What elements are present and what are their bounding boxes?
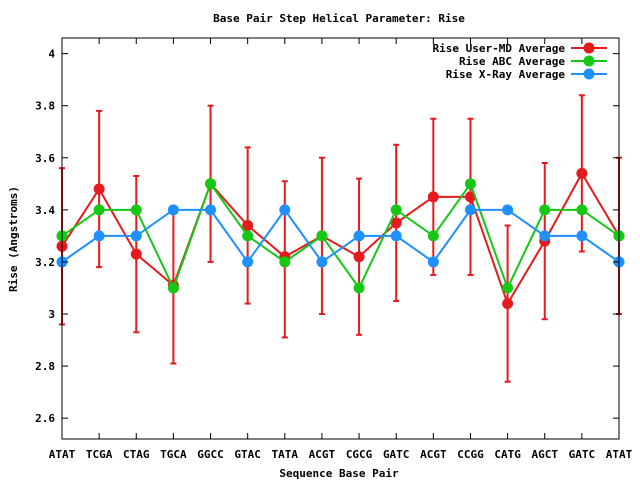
x-axis-title: Sequence Base Pair [279,467,399,480]
y-tick-label: 3.4 [35,204,55,217]
data-point [316,256,328,268]
data-point [205,204,217,216]
series-layer [56,167,625,310]
data-point [279,256,291,268]
x-tick-label: TGCA [160,448,187,461]
y-tick-label: 3.6 [35,152,55,165]
y-tick-label: 2.8 [35,360,55,373]
series-line [61,171,620,306]
x-tick-label: GATC [383,448,410,461]
legend-label: Rise ABC Average [459,55,565,68]
data-point [316,230,328,242]
data-point [464,178,476,190]
data-point [390,230,402,242]
data-point [390,204,402,216]
x-tick-label: CATG [494,448,521,461]
data-point [93,183,105,195]
x-tick-label: AGCT [531,448,558,461]
x-tick-label: CTAG [123,448,150,461]
legend-marker [583,68,595,80]
data-point [130,248,142,260]
x-tick-label: GATC [569,448,596,461]
y-axis-title: Rise (Angstroms) [7,186,20,292]
data-point [427,191,439,203]
data-point [539,204,551,216]
data-point [242,230,254,242]
data-point [353,251,365,263]
data-point [205,178,217,190]
data-point [353,230,365,242]
x-tick-label: TCGA [86,448,113,461]
series-3 [56,204,625,268]
data-point [576,167,588,179]
data-point [502,282,514,294]
x-axis: ATAT TCGA CTAG TGCA GGCC GTAC TATA ACGT CGCG GATC… [49,38,633,461]
y-tick-label: 2.6 [35,412,55,425]
data-point [539,230,551,242]
x-tick-label: GGCC [197,448,224,461]
data-point [130,204,142,216]
y-tick-label: 3.8 [35,100,55,113]
data-point [427,256,439,268]
y-tick-label: 3.2 [35,256,55,269]
data-point [390,217,402,229]
data-point [427,230,439,242]
data-point [167,282,179,294]
x-tick-label: ATAT [49,448,76,461]
x-tick-label: ATAT [606,448,633,461]
y-tick-label: 3 [48,308,55,321]
data-point [167,204,179,216]
data-point [576,204,588,216]
legend-marker [583,55,595,67]
legend-item: Rise X-Ray Average [446,68,607,81]
data-point [242,256,254,268]
y-axis: 2.6 2.8 3 3.2 3.4 3.6 3.8 4 [35,48,619,425]
data-point [502,298,514,310]
x-tick-label: CGCG [346,448,373,461]
data-point [93,230,105,242]
y-tick-label: 4 [48,48,55,61]
legend-label: Rise X-Ray Average [446,68,566,81]
series-2 [56,178,625,294]
x-tick-label: ACGT [420,448,447,461]
legend-marker [583,42,595,54]
series-line [61,181,620,291]
plot-frame [61,37,620,440]
x-tick-label: CCGG [457,448,484,461]
data-point [576,230,588,242]
series-line [61,208,620,264]
data-point [242,219,254,231]
x-tick-label: TATA [272,448,299,461]
data-point [353,282,365,294]
x-tick-label: GTAC [234,448,261,461]
data-point [93,204,105,216]
series-1 [56,167,625,310]
data-point [464,204,476,216]
data-point [279,204,291,216]
error-bars [59,94,622,383]
data-point [130,230,142,242]
chart-title: Base Pair Step Helical Parameter: Rise [213,12,465,25]
legend-label: Rise User-MD Average [433,42,566,55]
legend-item: Rise ABC Average [459,55,607,68]
x-tick-label: ACGT [309,448,336,461]
legend-item: Rise User-MD Average [433,42,607,55]
data-point [502,204,514,216]
